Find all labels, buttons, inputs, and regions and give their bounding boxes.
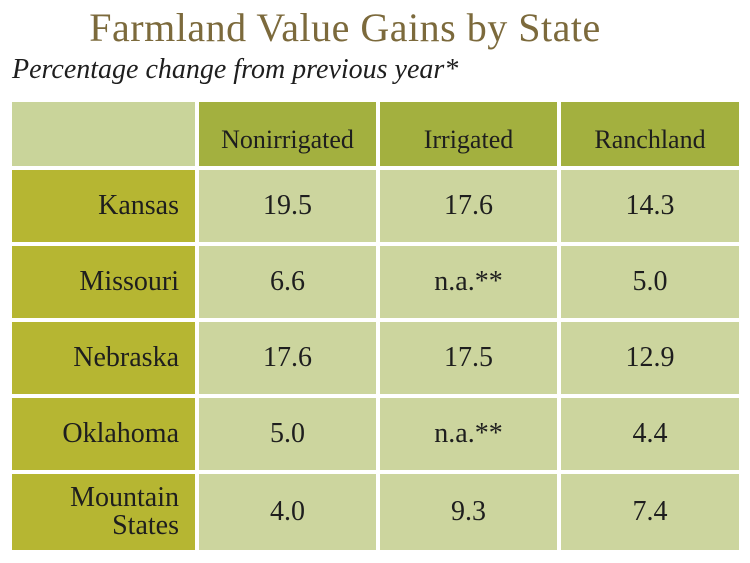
table-cell: 19.5 — [199, 170, 376, 242]
table-cell: 12.9 — [561, 322, 739, 394]
row-header: Nebraska — [12, 322, 195, 394]
table-cell: 17.5 — [380, 322, 557, 394]
table-cell: 5.0 — [561, 246, 739, 318]
table-cell: 17.6 — [199, 322, 376, 394]
row-header: Kansas — [12, 170, 195, 242]
row-label: Kansas — [98, 192, 179, 220]
table-cell: 4.0 — [199, 474, 376, 550]
row-label-line: States — [112, 510, 179, 541]
row-label: Missouri — [79, 268, 179, 296]
row-header: Missouri — [12, 246, 195, 318]
page-title: Farmland Value Gains by State — [89, 5, 601, 50]
row-label-line: Kansas — [98, 190, 179, 221]
column-header: Irrigated — [380, 102, 557, 166]
table-cell: 5.0 — [199, 398, 376, 470]
table-cell: 14.3 — [561, 170, 739, 242]
table-cell: 9.3 — [380, 474, 557, 550]
row-header: Mountain States — [12, 474, 195, 550]
row-label-line: Oklahoma — [62, 418, 179, 449]
subtitle: Percentage change from previous year* — [12, 54, 459, 85]
value-table: Nonirrigated Irrigated Ranchland Kansas 19.5… — [12, 102, 739, 554]
table-cell: 6.6 — [199, 246, 376, 318]
table-cell: 4.4 — [561, 398, 739, 470]
row-label: Mountain States — [70, 484, 179, 540]
row-header: Oklahoma — [12, 398, 195, 470]
column-header: Ranchland — [561, 102, 739, 166]
table-cell: 7.4 — [561, 474, 739, 550]
row-label: Nebraska — [73, 344, 179, 372]
table-cell: n.a.** — [380, 398, 557, 470]
table-corner-cell — [12, 102, 195, 166]
table-cell: 17.6 — [380, 170, 557, 242]
row-label: Oklahoma — [62, 420, 179, 448]
table-cell: n.a.** — [380, 246, 557, 318]
column-header: Nonirrigated — [199, 102, 376, 166]
row-label-line: Mountain — [70, 482, 179, 513]
row-label-line: Nebraska — [73, 342, 179, 373]
row-label-line: Missouri — [79, 266, 179, 297]
